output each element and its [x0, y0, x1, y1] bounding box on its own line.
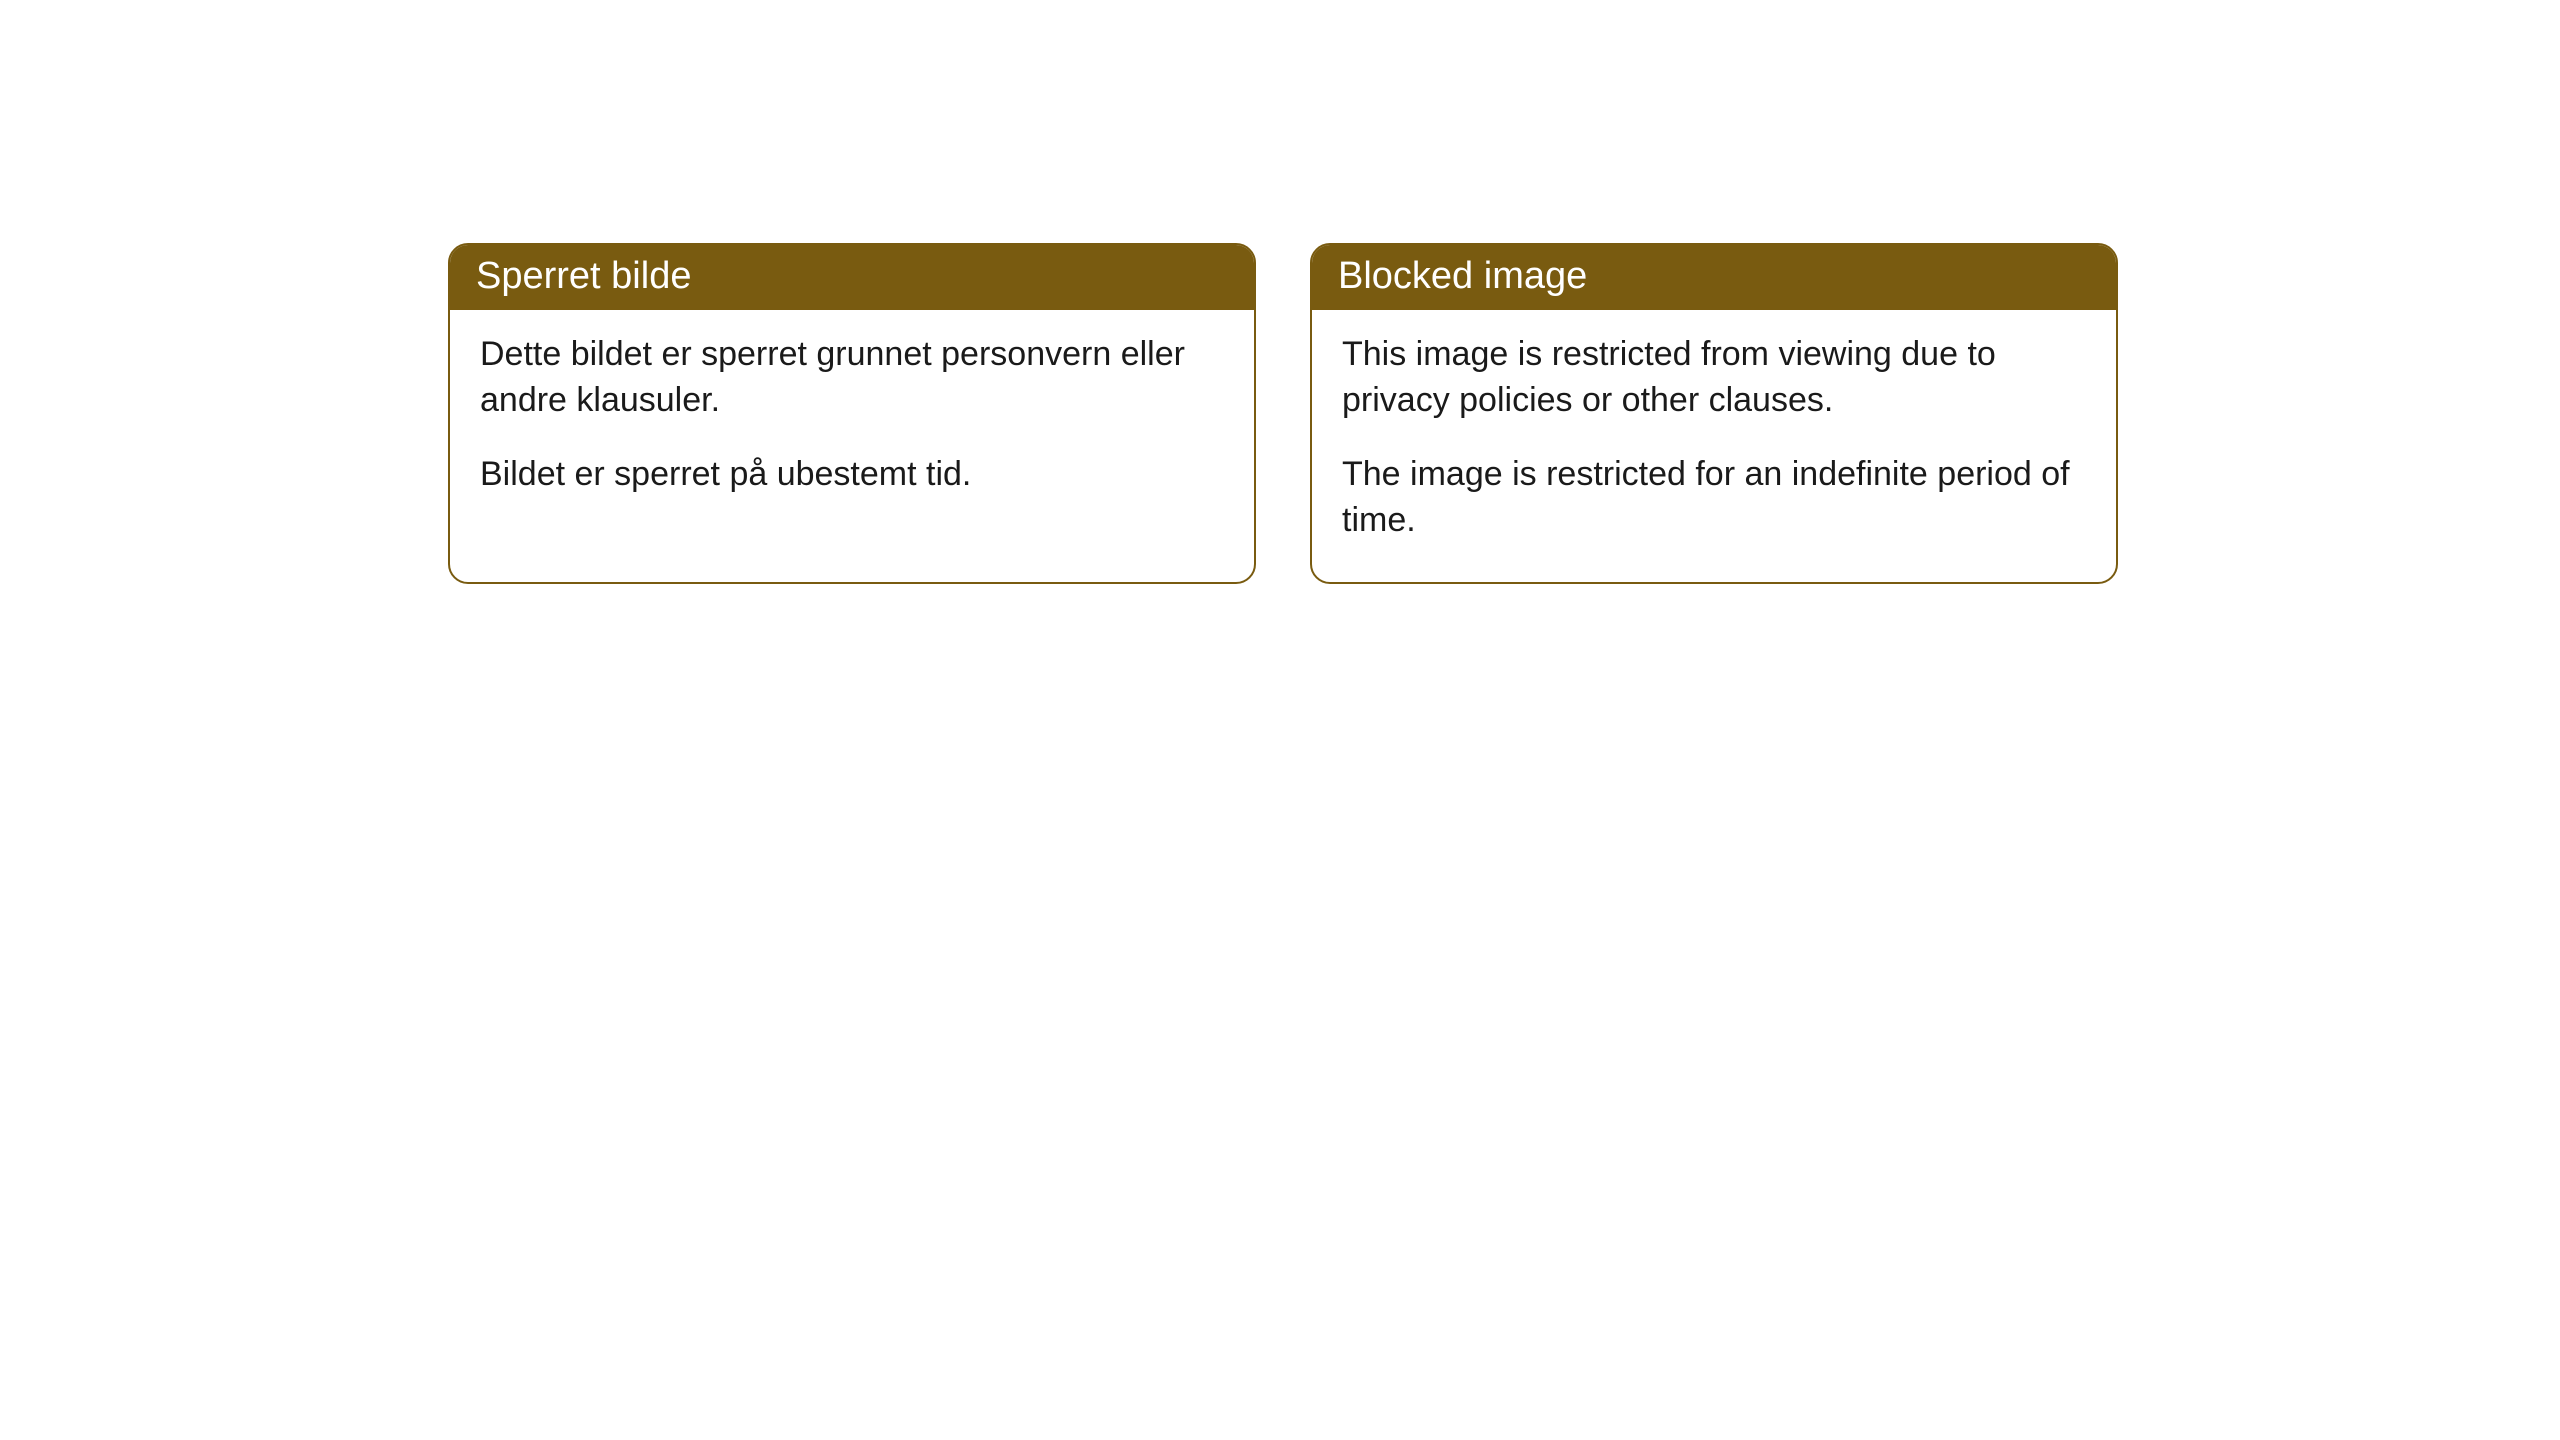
- notice-cards-container: Sperret bilde Dette bildet er sperret gr…: [448, 243, 2118, 584]
- card-paragraph: This image is restricted from viewing du…: [1342, 332, 2086, 424]
- card-body-norwegian: Dette bildet er sperret grunnet personve…: [450, 310, 1254, 536]
- card-paragraph: Bildet er sperret på ubestemt tid.: [480, 452, 1224, 498]
- card-paragraph: The image is restricted for an indefinit…: [1342, 452, 2086, 544]
- card-header-norwegian: Sperret bilde: [450, 245, 1254, 310]
- notice-card-norwegian: Sperret bilde Dette bildet er sperret gr…: [448, 243, 1256, 584]
- card-body-english: This image is restricted from viewing du…: [1312, 310, 2116, 582]
- card-header-english: Blocked image: [1312, 245, 2116, 310]
- card-paragraph: Dette bildet er sperret grunnet personve…: [480, 332, 1224, 424]
- notice-card-english: Blocked image This image is restricted f…: [1310, 243, 2118, 584]
